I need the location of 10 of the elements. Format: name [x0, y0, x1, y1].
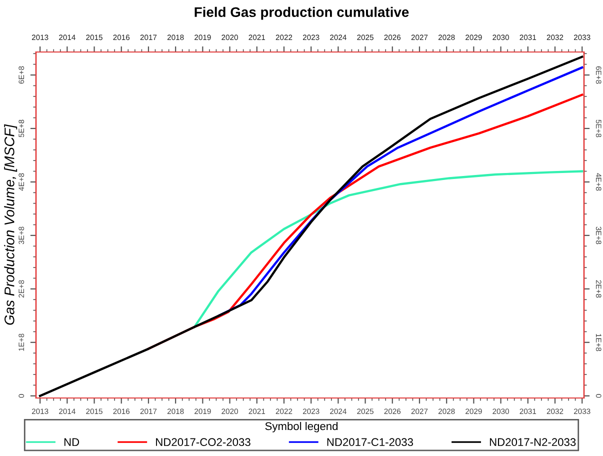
line-series — [193, 170, 584, 328]
legend-title: Symbol legend — [265, 422, 338, 432]
legend-label: ND2017-C1-2033 — [327, 438, 414, 446]
line-series — [218, 66, 584, 317]
legend-label: ND2017-CO2-2033 — [156, 438, 250, 446]
legend-label: ND — [64, 438, 80, 446]
legend-label: ND2017-N2-2033 — [490, 438, 576, 446]
y-axis-title: Gas Production Volume, [MSCF] — [4, 124, 18, 325]
line-series — [38, 56, 584, 397]
chart-title: Field Gas production cumulative — [194, 6, 409, 20]
